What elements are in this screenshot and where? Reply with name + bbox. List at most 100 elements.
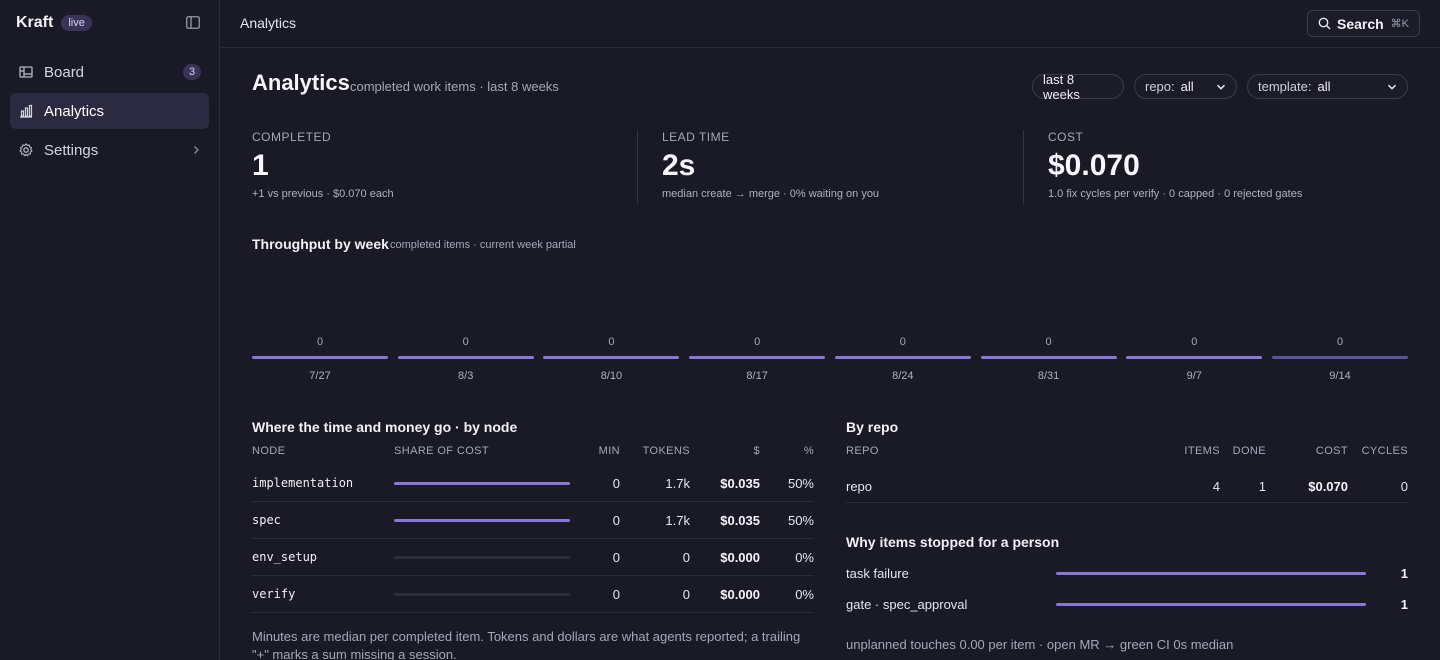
- throughput-value: 0: [316, 336, 324, 348]
- throughput-week-label: 9/14: [1329, 370, 1351, 382]
- col-header-node: NODE: [252, 445, 286, 457]
- topbar-title: Analytics: [240, 15, 297, 31]
- node-pct: 50%: [787, 513, 814, 528]
- stat-completed: COMPLETED 1 +1 vs previous · $0.070 each: [252, 130, 622, 204]
- col-header-share: SHARE OF COST: [394, 445, 490, 457]
- top-bar: Analytics Search ⌘K: [221, 0, 1440, 48]
- col-header-pct: %: [803, 445, 814, 457]
- stop-reason-count: 1: [1400, 566, 1408, 581]
- board-count-badge: 3: [183, 64, 201, 80]
- page-title: Analytics: [252, 70, 350, 95]
- node-min: 0: [612, 476, 620, 491]
- col-header-cost: COST: [1315, 445, 1348, 457]
- bar-chart-icon: [20, 104, 33, 118]
- table-row[interactable]: implementation 0 1.7k $0.035 50%: [252, 465, 814, 502]
- stat-note: 1.0 fix cycles per verify · 0 capped · 0…: [1048, 188, 1303, 200]
- list-item: task failure 1: [846, 564, 1408, 584]
- node-table-footnote: Minutes are median per completed item. T…: [252, 629, 801, 660]
- sidebar-toggle-icon[interactable]: [186, 16, 200, 29]
- throughput-value: 0: [462, 336, 469, 348]
- search-icon: [1318, 17, 1331, 30]
- repo-table-title: By repo: [846, 419, 899, 435]
- col-header-min: MIN: [598, 445, 620, 457]
- node-name: verify: [252, 587, 296, 601]
- sidebar-item-label: Analytics: [44, 102, 105, 120]
- stop-reason-bar: [1056, 603, 1366, 606]
- node-tokens: 0: [682, 550, 690, 565]
- brand[interactable]: Kraft live: [16, 14, 92, 32]
- stop-reason-bar-fill: [1056, 572, 1366, 575]
- main-content: Analytics completed work items · last 8 …: [252, 48, 1408, 660]
- chevron-down-icon: [1387, 84, 1397, 90]
- template-filter-key: template:: [1258, 79, 1312, 94]
- throughput-bar: [980, 356, 1117, 359]
- range-filter[interactable]: last 8 weeks: [1032, 71, 1124, 102]
- throughput-week-label: 8/3: [458, 370, 474, 382]
- board-icon: [19, 66, 33, 78]
- throughput-subtitle: completed items · current week partial: [390, 239, 576, 251]
- table-row[interactable]: repo 4 1 $0.070 0: [846, 468, 1408, 503]
- node-dollars: $0.000: [720, 550, 760, 565]
- throughput-value: 0: [1336, 336, 1344, 348]
- sidebar-item-label: Settings: [44, 141, 99, 159]
- col-header-repo: REPO: [846, 445, 879, 457]
- stops-note: unplanned touches 0.00 per item · open M…: [846, 637, 1234, 652]
- stat-label: LEAD TIME: [662, 130, 730, 144]
- stop-reason-count: 1: [1400, 597, 1408, 612]
- table-row[interactable]: env_setup 0 0 $0.000 0%: [252, 539, 814, 576]
- throughput-bar: [543, 356, 680, 359]
- node-min: 0: [612, 550, 620, 565]
- search-shortcut: ⌘K: [1390, 18, 1409, 30]
- node-dollars: $0.035: [720, 513, 760, 528]
- repo-name: repo: [846, 479, 873, 494]
- throughput-value: 0: [754, 336, 761, 348]
- throughput-chart: 0 7/27 0 8/3 0 8/10 0 8/17 0 8/24 0 8/31 0 9/7 0 9/14: [252, 328, 1408, 388]
- sidebar-item-analytics[interactable]: Analytics: [10, 93, 209, 129]
- stat-lead-time: LEAD TIME 2s median create → merge · 0% …: [662, 130, 1012, 204]
- stat-label: COST: [1048, 130, 1084, 144]
- stat-divider: [1023, 130, 1024, 204]
- repo-filter[interactable]: repo: all: [1134, 74, 1237, 99]
- stat-note: +1 vs previous · $0.070 each: [252, 188, 394, 200]
- node-tokens: 1.7k: [665, 513, 690, 528]
- table-row[interactable]: spec 0 1.7k $0.035 50%: [252, 502, 814, 539]
- throughput-week-label: 8/31: [1037, 370, 1060, 382]
- repo-items: 4: [1212, 479, 1220, 494]
- search-button[interactable]: Search ⌘K: [1307, 10, 1420, 37]
- list-item: gate · spec_approval 1: [846, 595, 1408, 615]
- throughput-value: 0: [899, 336, 906, 348]
- throughput-week-label: 8/24: [892, 370, 914, 382]
- col-header-done: DONE: [1232, 445, 1266, 457]
- share-bar: [394, 519, 570, 522]
- repo-cost: $0.070: [1308, 479, 1348, 494]
- throughput-bar: [1272, 356, 1408, 359]
- node-name: env_setup: [252, 550, 318, 564]
- range-filter-label: last 8 weeks: [1043, 71, 1080, 102]
- col-header-dollars: $: [753, 445, 760, 457]
- col-header-cycles: CYCLES: [1361, 445, 1408, 457]
- page-subtitle: completed work items · last 8 weeks: [350, 79, 559, 94]
- throughput-bar: [252, 356, 388, 359]
- stat-value: 1: [252, 149, 269, 182]
- node-dollars: $0.000: [720, 587, 760, 602]
- template-filter[interactable]: template: all: [1247, 74, 1408, 99]
- template-filter-value: all: [1317, 79, 1331, 94]
- sidebar-item-board[interactable]: Board 3: [10, 54, 209, 90]
- share-bar-fill: [394, 482, 570, 485]
- sidebar: Kraft live Board 3 Analytics: [0, 0, 220, 660]
- throughput-title: Throughput by week: [252, 236, 389, 252]
- sidebar-item-settings[interactable]: Settings: [10, 132, 209, 168]
- throughput-bar: [834, 356, 971, 359]
- throughput-value: 0: [608, 336, 615, 348]
- search-label: Search: [1337, 15, 1384, 32]
- chevron-right-icon: [194, 146, 199, 154]
- repo-done: 1: [1258, 479, 1266, 494]
- node-pct: 50%: [787, 476, 814, 491]
- col-header-tokens: TOKENS: [642, 445, 690, 457]
- table-row[interactable]: verify 0 0 $0.000 0%: [252, 576, 814, 613]
- stop-reason-label: gate · spec_approval: [846, 597, 968, 612]
- stop-reason-bar: [1056, 572, 1366, 575]
- throughput-week-label: 8/10: [600, 370, 623, 382]
- share-bar: [394, 593, 570, 596]
- stat-cost: COST $0.070 1.0 fix cycles per verify · …: [1048, 130, 1408, 204]
